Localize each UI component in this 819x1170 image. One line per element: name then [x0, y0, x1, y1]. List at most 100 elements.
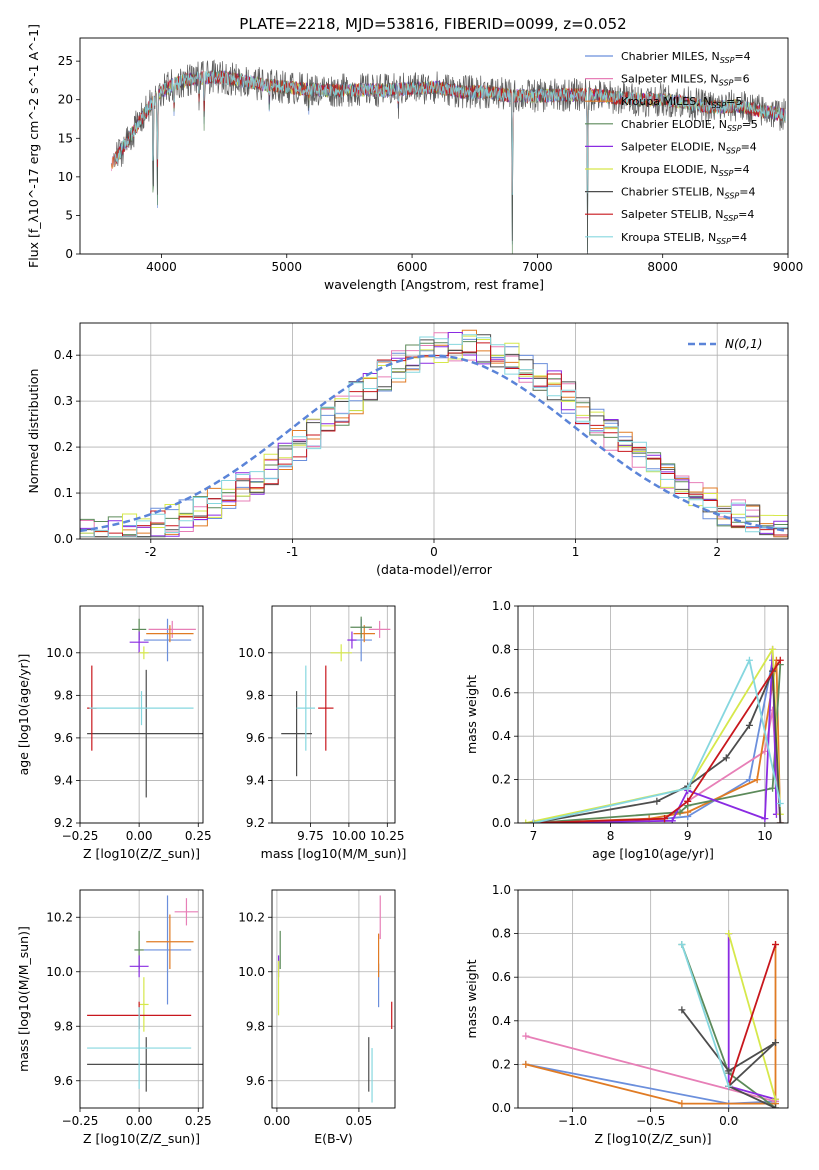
y-tick-label: 9.2: [54, 816, 73, 830]
x-tick-label: 9.75: [297, 829, 324, 843]
axes-frame: [79, 605, 204, 824]
x-tick-label: 8: [607, 829, 615, 843]
x-tick-label: −1.0: [558, 1114, 587, 1128]
legend-label: Kroupa STELIB, NSSP=4: [621, 231, 747, 246]
x-tick-label: 1: [572, 545, 580, 559]
mass-weight-marker: [522, 1060, 530, 1068]
y-axis-label: mass [log10(M/M_sun)]: [16, 926, 31, 1072]
legend-label-sub: SSP: [720, 56, 735, 65]
y-tick-label: 5: [65, 208, 73, 222]
x-axis-label: mass [log10(M/M_sun)]: [261, 846, 407, 861]
axes-frame: [271, 605, 396, 824]
legend-label-sub: SSP: [723, 214, 738, 223]
y-axis-label: age [log10(age/yr)]: [16, 654, 31, 776]
legend-label-tail: =4: [734, 50, 750, 63]
y-tick-label: 0.0: [492, 1101, 511, 1115]
y-tick-label: 9.8: [246, 688, 265, 702]
x-tick-label: 7: [530, 829, 538, 843]
legend: Chabrier MILES, NSSP=4 Salpeter MILES, NS…: [585, 50, 758, 246]
y-tick-label: 0.8: [492, 927, 511, 941]
x-tick-label: 7000: [522, 260, 553, 274]
x-tick-label: −0.25: [62, 1114, 99, 1128]
mass-weight-marker: [769, 645, 777, 653]
grid: [272, 606, 395, 824]
mass-weight-marker: [772, 1039, 780, 1047]
mass-weight-marker: [653, 797, 661, 805]
mass-weight-marker: [722, 754, 730, 762]
mass-weight-marker: [761, 815, 769, 823]
mass-weight-line: [533, 657, 782, 823]
mass-weight-marker: [725, 1067, 733, 1075]
mass-weight-marker: [776, 819, 784, 823]
panel-age-vs-mass: 9.75 10.00 10.25 9.2 9.4 9.6 9.8 10.0 mass [log1…: [238, 605, 407, 861]
legend-label: Salpeter ELODIE, NSSP=4: [621, 140, 757, 155]
panel-age-vs-Z: −0.25 0.00 0.25 9.2 9.4 9.6 9.8 10.0 Z [log10(Z/…: [16, 605, 212, 861]
plot-area: [277, 895, 393, 1103]
x-axis-label: E(B-V): [314, 1131, 353, 1146]
y-axis-label: Normed distribution: [26, 369, 41, 494]
mass-weight-line: [727, 944, 777, 1087]
mass-weight-marker: [776, 799, 784, 807]
x-tick-label: −0.5: [636, 1114, 665, 1128]
legend-label: N(0,1): [725, 337, 762, 351]
mass-weight-marker: [522, 819, 530, 823]
panel-residual-hist: -2 -1 0 1 2 0.0 0.1 0.2 0.3 0.4 (data-model)/error…: [26, 322, 789, 577]
x-axis-label: Z [log10(Z/Z_sun)]: [83, 846, 200, 861]
mass-weight-marker: [522, 1032, 530, 1040]
y-tick-label: 10.0: [238, 646, 265, 660]
x-tick-label: 0.00: [126, 829, 153, 843]
y-tick-label: 9.4: [246, 773, 265, 787]
panel-massweight-vs-age: 7 8 9 10 0.0 0.2 0.4 0.6 0.8 1.0 age [log10(age/yr…: [464, 599, 789, 861]
y-tick-label: 9.4: [54, 773, 73, 787]
y-tick-label: 9.8: [54, 688, 73, 702]
y-axis-label: mass weight: [464, 675, 479, 754]
x-axis-label: (data-model)/error: [376, 562, 493, 577]
panel-massweight-vs-Z: −1.0 −0.5 0.0 0.0 0.2 0.4 0.6 0.8 1.0 Z [log10(Z/…: [464, 883, 789, 1146]
y-tick-label: 9.8: [246, 1019, 265, 1033]
x-tick-label: 0.0: [719, 1114, 738, 1128]
grid: [272, 890, 395, 1108]
mass-weight-marker: [725, 930, 733, 938]
axes-frame: [79, 37, 789, 255]
y-tick-label: 10.0: [46, 965, 73, 979]
x-tick-label: 9: [684, 829, 692, 843]
x-axis-label: age [log10(age/yr)]: [592, 846, 714, 861]
y-tick-label: 0.3: [54, 394, 73, 408]
mass-weight-marker: [529, 819, 537, 823]
y-tick-label: 0.4: [492, 729, 511, 743]
x-tick-label: 0.00: [264, 1114, 291, 1128]
mass-weight-marker: [753, 776, 761, 784]
x-tick-label: 0.25: [185, 829, 212, 843]
mass-weight-line: [525, 944, 777, 1105]
y-tick-label: 0.6: [492, 686, 511, 700]
legend-label-tail: =4: [731, 231, 747, 244]
legend-label-tail: =5: [726, 95, 742, 108]
y-tick-label: 0.4: [492, 1014, 511, 1028]
legend-label: Salpeter MILES, NSSP=6: [621, 73, 750, 88]
y-tick-label: 9.6: [246, 1074, 265, 1088]
plot-area: [110, 59, 786, 254]
x-axis-label: Z [log10(Z/Z_sun)]: [83, 1131, 200, 1146]
x-tick-label: 10.00: [332, 829, 366, 843]
x-axis-label: Z [log10(Z/Z_sun)]: [595, 1131, 712, 1146]
mass-weight-marker: [772, 1104, 780, 1108]
y-tick-label: 9.6: [246, 731, 265, 745]
x-axis-label: wavelength [Angstrom, rest frame]: [324, 277, 544, 292]
x-tick-label: 4000: [146, 260, 177, 274]
x-tick-label: -2: [145, 545, 157, 559]
x-tick-label: −0.25: [62, 829, 99, 843]
legend: N(0,1): [688, 337, 762, 351]
x-tick-label: -1: [286, 545, 298, 559]
mass-weight-marker: [684, 784, 692, 792]
mass-weight-marker: [684, 797, 692, 805]
plot-area: [522, 645, 784, 823]
mass-weight-marker: [745, 721, 753, 729]
y-tick-label: 1.0: [492, 883, 511, 897]
y-tick-label: 0.2: [492, 773, 511, 787]
legend-label-tail: =4: [733, 163, 749, 176]
x-tick-label: 9000: [773, 260, 804, 274]
legend-label: Salpeter STELIB, NSSP=4: [621, 208, 754, 223]
mass-weight-line: [681, 944, 730, 1087]
legend-label-sub: SSP: [711, 101, 726, 110]
